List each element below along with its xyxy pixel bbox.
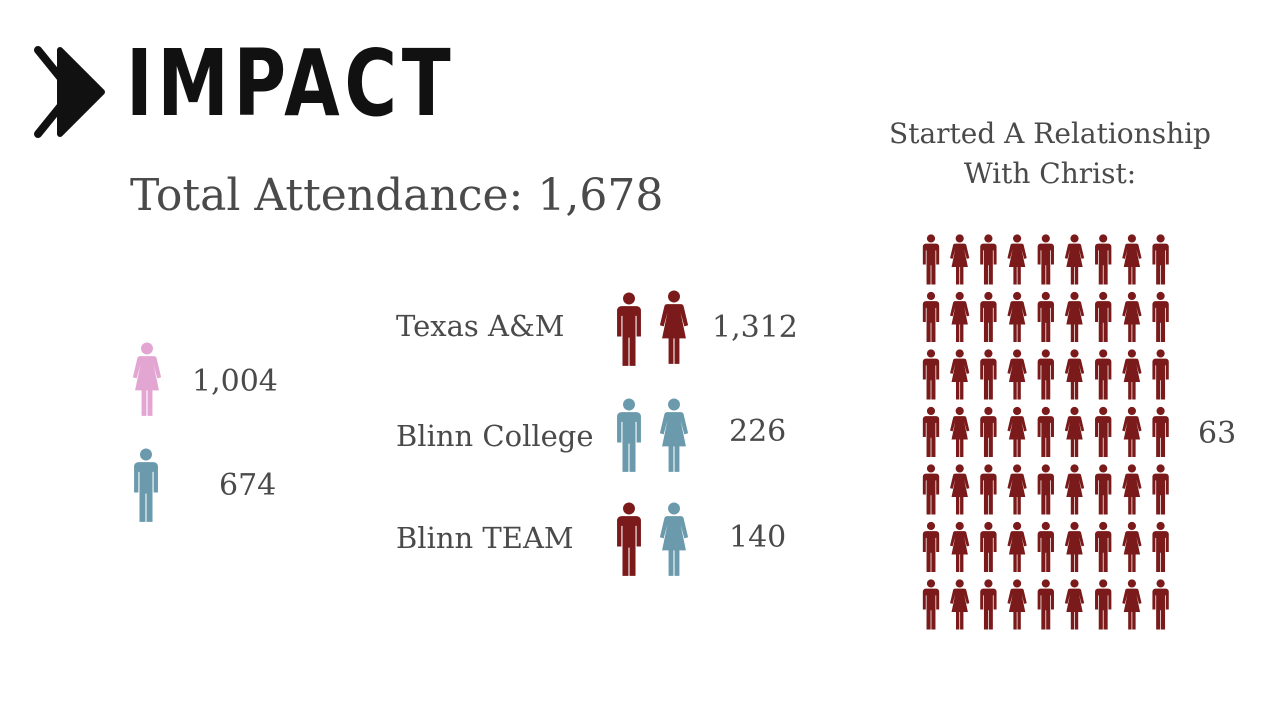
brand-name: IMPACT [126,30,456,137]
male-figure-icon [980,349,997,400]
female-figure-icon [1122,349,1142,400]
female-figure-icon [1007,291,1027,343]
female-figure-icon [1122,406,1142,458]
male-figure-icon [1037,234,1054,285]
male-figure-icon [980,234,997,285]
christ-count: 63 [1198,416,1237,451]
female-figure-icon [950,521,970,573]
male-figure-icon [1152,579,1169,630]
male-figure-icon [134,448,158,522]
male-figure-icon [1095,291,1112,343]
male-figure-icon [1095,579,1112,630]
school-label-blinn-team: Blinn TEAM [396,521,574,555]
christ-heading: Started A Relationship With Christ: [870,114,1230,194]
christ-figure-grid [922,234,1169,630]
female-figure-icon [659,502,689,576]
female-figure-icon [1122,291,1142,343]
female-figure-icon [1064,464,1085,515]
female-figure-icon [659,398,689,472]
female-figure-icon [1122,234,1142,285]
female-figure-icon [1064,521,1085,573]
male-figure-icon [1037,579,1054,630]
male-figure-icon [922,349,940,400]
female-figure-icon [1064,234,1085,285]
male-figure-icon [1152,291,1169,343]
female-figure-icon [1122,521,1142,573]
male-figure-icon [617,292,641,366]
female-figure-icon [1064,406,1085,458]
christ-heading-line1: Started A Relationship [889,117,1211,150]
male-figure-icon [617,502,641,576]
double-play-chevron-icon [34,46,105,138]
female-figure-icon [132,342,162,416]
female-figure-icon [1064,579,1085,630]
male-figure-icon [1095,521,1112,573]
female-figure-icon [1007,521,1027,573]
school-count-texas-am: 1,312 [712,310,798,345]
female-figure-icon [1007,464,1027,515]
female-figure-icon [1122,579,1142,630]
female-figure-icon [1064,349,1085,400]
female-figure-icon [1064,291,1085,343]
male-figure-icon [922,406,940,458]
female-figure-icon [1122,464,1142,515]
male-figure-icon [1152,464,1169,515]
male-figure-icon [1095,406,1112,458]
male-figure-icon [922,234,940,285]
male-figure-icon [1152,406,1169,458]
male-figure-icon [617,398,641,472]
female-count: 1,004 [192,364,278,399]
female-figure-icon [950,406,970,458]
male-figure-icon [1037,464,1054,515]
female-figure-icon [1007,349,1027,400]
male-figure-icon [980,579,997,630]
male-figure-icon [1152,349,1169,400]
male-figure-icon [1037,349,1054,400]
male-figure-icon [1037,291,1054,343]
male-figure-icon [980,406,997,458]
male-figure-icon [1095,234,1112,285]
male-figure-icon [980,291,997,343]
female-figure-icon [1007,579,1027,630]
male-figure-icon [1152,234,1169,285]
male-count: 674 [219,468,277,503]
female-figure-icon [950,349,970,400]
female-figure-icon [1007,234,1027,285]
male-figure-icon [922,579,940,630]
male-figure-icon [922,521,940,573]
male-figure-icon [1152,521,1169,573]
school-label-texas-am: Texas A&M [396,309,565,343]
total-attendance: Total Attendance: 1,678 [130,170,664,221]
female-figure-icon [659,290,689,364]
male-figure-icon [1095,349,1112,400]
female-figure-icon [950,291,970,343]
male-figure-icon [980,521,997,573]
school-count-blinn-college: 226 [729,414,787,449]
female-figure-icon [950,464,970,515]
male-figure-icon [922,291,940,343]
female-figure-icon [1007,406,1027,458]
male-figure-icon [922,464,940,515]
male-figure-icon [1095,464,1112,515]
male-figure-icon [1037,406,1054,458]
male-figure-icon [1037,521,1054,573]
female-figure-icon [950,234,970,285]
school-label-blinn-college: Blinn College [396,419,594,453]
female-figure-icon [950,579,970,630]
male-figure-icon [980,464,997,515]
school-count-blinn-team: 140 [729,520,787,555]
christ-heading-line2: With Christ: [963,157,1137,190]
